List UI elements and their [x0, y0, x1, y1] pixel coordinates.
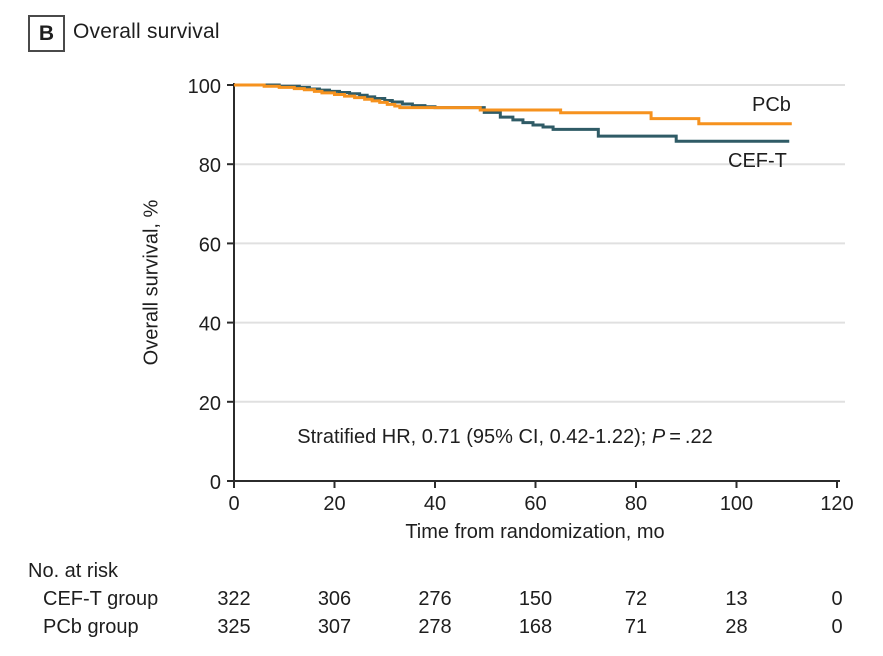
risk-count: 278 — [418, 616, 452, 638]
svg-text:60: 60 — [199, 234, 221, 256]
risk-count: 325 — [217, 616, 251, 638]
svg-text:0: 0 — [210, 472, 221, 494]
svg-text:80: 80 — [199, 155, 221, 177]
risk-row-label-cef-t: CEF-T group — [43, 588, 159, 610]
svg-text:60: 60 — [524, 493, 546, 515]
y-axis-title: Overall survival, % — [140, 199, 163, 366]
svg-text:40: 40 — [199, 314, 221, 336]
risk-row-label-pcb: PCb group — [43, 616, 139, 638]
risk-count: 168 — [518, 616, 553, 638]
risk-count: 71 — [624, 616, 648, 638]
hr-annotation-text: Stratified HR, 0.71 (95% CI, 0.42-1.22); — [297, 426, 652, 448]
panel-title: Overall survival — [73, 20, 220, 43]
risk-table-title: No. at risk — [28, 560, 119, 582]
p-symbol: P — [651, 426, 666, 448]
p-value: = .22 — [665, 426, 713, 448]
curve-label-cef-t: CEF-T — [728, 150, 787, 172]
risk-count: 72 — [624, 588, 648, 610]
risk-count: 28 — [725, 616, 748, 638]
svg-text:0: 0 — [228, 493, 239, 515]
panel-letter-badge: B — [28, 15, 65, 52]
curve-label-pcb: PCb — [752, 94, 791, 116]
risk-count: 13 — [725, 588, 748, 610]
hr-annotation: Stratified HR, 0.71 (95% CI, 0.42-1.22);… — [255, 426, 755, 449]
risk-count: 306 — [317, 588, 352, 610]
svg-text:100: 100 — [188, 76, 221, 98]
risk-count: 0 — [831, 588, 843, 610]
svg-text:80: 80 — [625, 493, 647, 515]
svg-text:20: 20 — [323, 493, 345, 515]
risk-count: 276 — [418, 588, 452, 610]
svg-text:120: 120 — [820, 493, 853, 515]
svg-text:20: 20 — [199, 393, 221, 415]
risk-count: 150 — [518, 588, 553, 610]
svg-text:100: 100 — [720, 493, 753, 515]
svg-text:40: 40 — [424, 493, 446, 515]
x-axis-title: Time from randomization, mo — [405, 521, 665, 543]
risk-count: 0 — [831, 616, 843, 638]
risk-count: 322 — [217, 588, 251, 610]
risk-count: 307 — [317, 616, 352, 638]
